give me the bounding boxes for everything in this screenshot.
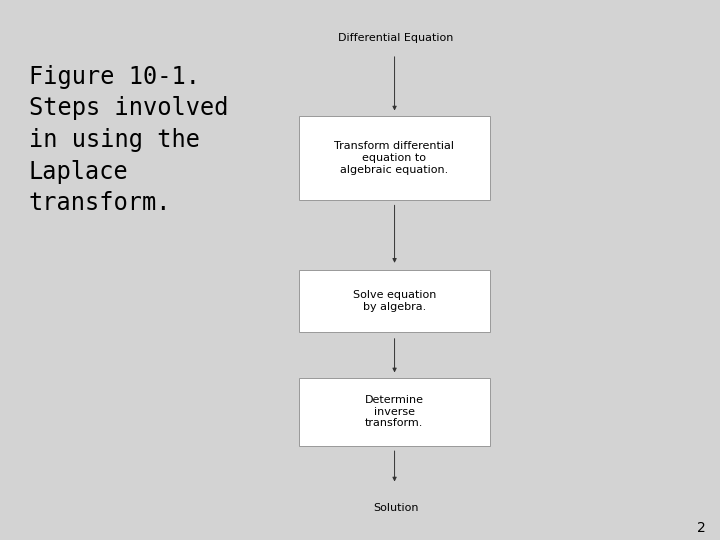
Text: Differential Equation: Differential Equation <box>338 33 454 43</box>
Text: 2: 2 <box>697 521 706 535</box>
Text: Determine
inverse
transform.: Determine inverse transform. <box>365 395 423 428</box>
Text: Solution: Solution <box>373 503 419 512</box>
FancyBboxPatch shape <box>299 116 490 200</box>
Text: Figure 10-1.
Steps involved
in using the
Laplace
transform.: Figure 10-1. Steps involved in using the… <box>29 65 228 215</box>
Text: Transform differential
equation to
algebraic equation.: Transform differential equation to algeb… <box>334 141 454 174</box>
Text: Solve equation
by algebra.: Solve equation by algebra. <box>353 291 436 312</box>
FancyBboxPatch shape <box>299 270 490 332</box>
FancyBboxPatch shape <box>299 378 490 446</box>
